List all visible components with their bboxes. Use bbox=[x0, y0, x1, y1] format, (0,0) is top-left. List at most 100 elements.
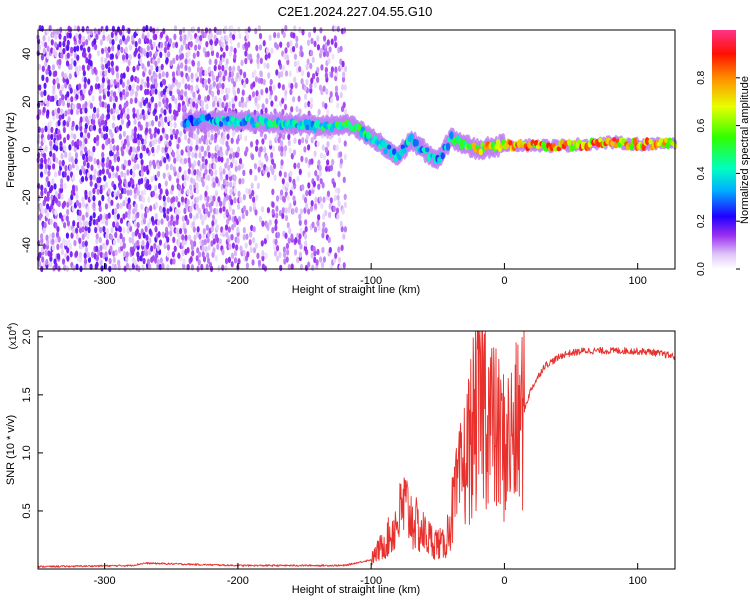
heatmap-cell bbox=[236, 146, 241, 153]
heatmap-cell bbox=[245, 187, 249, 195]
heatmap-cell bbox=[217, 149, 221, 157]
heatmap-cell bbox=[293, 76, 297, 84]
heatmap-cell bbox=[119, 38, 123, 46]
heatmap-cell bbox=[172, 236, 176, 244]
heatmap-cell bbox=[286, 41, 290, 48]
heatmap-cell bbox=[83, 230, 88, 237]
heatmap-cell bbox=[221, 64, 225, 72]
heatmap-cell bbox=[224, 63, 229, 70]
heatmap-cell bbox=[142, 257, 146, 265]
heatmap-cell bbox=[298, 120, 303, 127]
heatmap-cell bbox=[225, 209, 229, 216]
heatmap-cell bbox=[271, 201, 275, 208]
heatmap-cell bbox=[63, 145, 67, 152]
heatmap-cell bbox=[136, 211, 140, 219]
heatmap-cell bbox=[311, 221, 315, 229]
heatmap-cell bbox=[86, 251, 91, 259]
heatmap-cell bbox=[128, 265, 132, 272]
heatmap-cell bbox=[144, 225, 148, 233]
heatmap-cell bbox=[50, 126, 54, 134]
heatmap-cell bbox=[116, 155, 121, 163]
colorbar-ticks: 0.00.20.40.60.8 bbox=[696, 70, 740, 276]
heatmap-cell bbox=[332, 205, 336, 213]
heatmap-cell bbox=[78, 33, 82, 40]
heatmap-cell bbox=[123, 187, 127, 195]
heatmap-cell bbox=[121, 35, 126, 42]
heatmap-cell bbox=[177, 201, 181, 208]
heatmap-cell bbox=[63, 35, 67, 43]
heatmap-cell bbox=[62, 47, 66, 55]
heatmap-cell bbox=[176, 172, 180, 179]
heatmap-cell bbox=[328, 203, 332, 210]
heatmap-cell bbox=[67, 108, 71, 115]
heatmap-cell bbox=[122, 72, 126, 79]
heatmap-cell bbox=[78, 221, 83, 228]
heatmap-cell bbox=[264, 252, 268, 260]
heatmap-cell bbox=[92, 113, 96, 120]
heatmap-cell bbox=[50, 47, 54, 54]
heatmap-cell bbox=[270, 100, 274, 107]
heatmap-cell bbox=[165, 229, 169, 237]
heatmap-cell bbox=[236, 87, 241, 95]
heatmap-cell bbox=[236, 41, 241, 49]
heatmap-cell bbox=[238, 32, 242, 40]
heatmap-cell bbox=[92, 145, 96, 153]
heatmap-cell bbox=[89, 85, 94, 92]
heatmap-cell bbox=[424, 147, 430, 153]
heatmap-cell bbox=[291, 45, 296, 53]
heatmap-cell bbox=[154, 102, 158, 110]
heatmap-cell bbox=[236, 151, 240, 158]
heatmap-cell bbox=[75, 108, 80, 116]
heatmap-cell bbox=[342, 262, 346, 269]
heatmap-cell bbox=[225, 93, 229, 100]
heatmap-cell bbox=[230, 137, 234, 144]
heatmap-cell bbox=[268, 139, 273, 147]
heatmap-cell bbox=[292, 32, 296, 39]
heatmap-cell bbox=[290, 233, 294, 240]
heatmap-cell bbox=[55, 231, 60, 238]
heatmap-cell bbox=[294, 82, 298, 89]
heatmap-cell bbox=[317, 108, 321, 116]
heatmap-cell bbox=[258, 215, 263, 223]
heatmap-cell bbox=[343, 226, 347, 233]
heatmap-cell bbox=[42, 136, 46, 144]
heatmap-cell bbox=[145, 97, 149, 104]
heatmap-cell bbox=[203, 133, 208, 140]
heatmap-cell bbox=[179, 35, 183, 42]
heatmap-cell bbox=[257, 94, 261, 101]
heatmap-cell bbox=[230, 261, 234, 268]
heatmap-cell bbox=[293, 53, 298, 60]
heatmap-cell bbox=[89, 174, 93, 181]
heatmap-cell bbox=[98, 127, 102, 134]
heatmap-cell bbox=[102, 93, 106, 100]
heatmap-cell bbox=[210, 170, 214, 177]
heatmap-cell bbox=[305, 189, 309, 197]
heatmap-cell bbox=[274, 218, 278, 226]
heatmap-cell bbox=[143, 165, 147, 173]
heatmap-cell bbox=[170, 184, 175, 191]
heatmap-cell bbox=[288, 70, 292, 77]
heatmap-cell bbox=[257, 77, 261, 84]
heatmap-cell bbox=[126, 79, 130, 86]
heatmap-cell bbox=[57, 169, 62, 177]
heatmap-cell bbox=[234, 159, 238, 167]
heatmap-cell bbox=[148, 120, 152, 128]
heatmap-cell bbox=[275, 255, 280, 262]
heatmap-cell bbox=[59, 89, 63, 96]
heatmap-cell bbox=[166, 115, 171, 123]
heatmap-cell bbox=[288, 147, 292, 154]
heatmap-cell bbox=[192, 215, 197, 222]
heatmap-cell bbox=[556, 146, 561, 152]
heatmap-cell bbox=[162, 206, 166, 214]
heatmap-cell bbox=[307, 182, 311, 189]
heatmap-cell bbox=[43, 222, 47, 229]
heatmap-cell bbox=[136, 221, 140, 229]
heatmap-cell bbox=[95, 254, 100, 262]
heatmap-cell bbox=[252, 81, 256, 88]
heatmap-cell bbox=[259, 146, 263, 153]
heatmap-cell bbox=[133, 192, 137, 200]
heatmap-cell bbox=[198, 233, 202, 240]
heatmap-cell bbox=[343, 65, 348, 73]
heatmap-cell bbox=[139, 124, 143, 131]
heatmap-cell bbox=[325, 165, 329, 172]
